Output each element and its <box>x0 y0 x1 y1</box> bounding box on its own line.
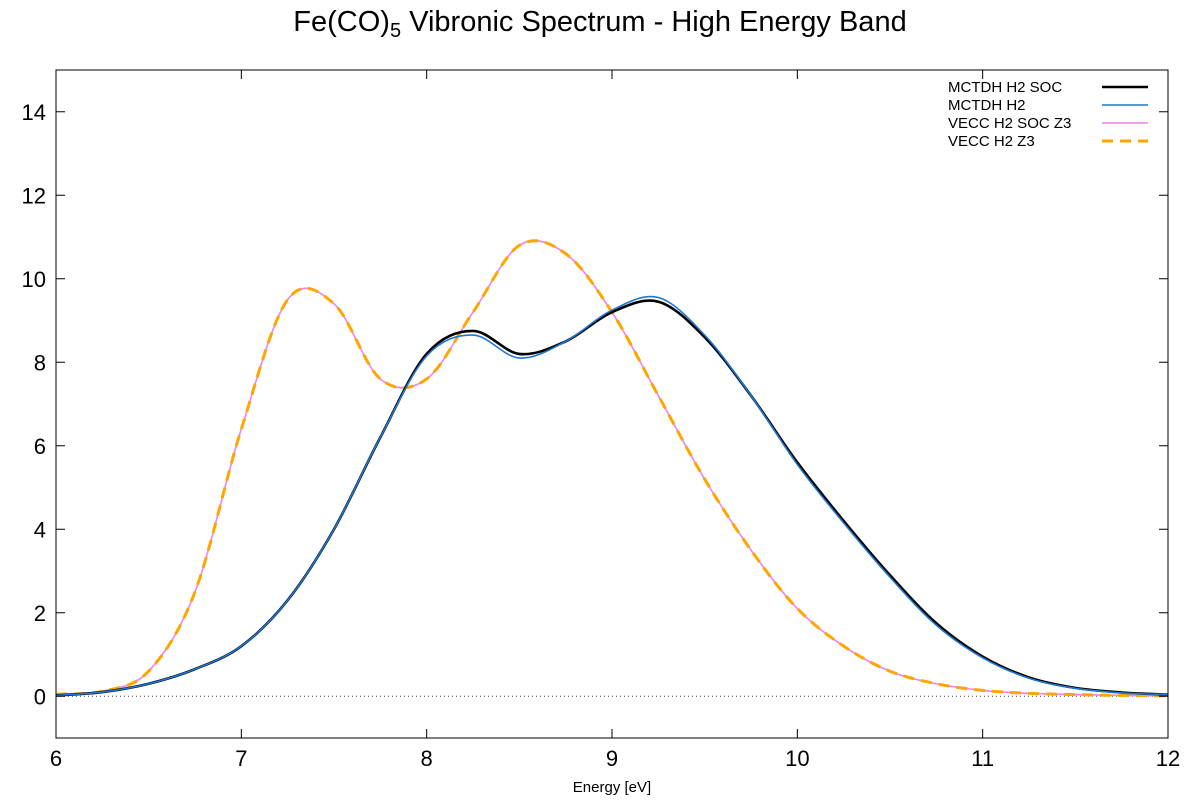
tick-label-layer: 6 7 8 9 10 11 12 0 2 4 6 8 10 12 14 <box>22 100 1181 771</box>
series-line-1 <box>55 295 1169 697</box>
y-tick-label: 4 <box>34 517 46 542</box>
legend-label: MCTDH H2 <box>948 97 1026 114</box>
x-tick-label: 12 <box>1156 746 1180 771</box>
tick-layer <box>55 70 1169 738</box>
series-line-2 <box>55 239 1169 697</box>
x-tick-label: 8 <box>421 746 433 771</box>
y-tick-label: 8 <box>34 350 46 375</box>
x-tick-label: 10 <box>785 746 809 771</box>
x-tick-label: 7 <box>235 746 247 771</box>
series-line-3 <box>55 239 1169 698</box>
x-tick-label: 11 <box>971 746 994 771</box>
y-tick-label: 14 <box>22 100 46 125</box>
legend-label: VECC H2 Z3 <box>948 133 1035 150</box>
chart-title-main: Fe(CO) <box>293 6 390 38</box>
y-tick-label: 6 <box>34 434 46 459</box>
plot-frame <box>55 69 1169 739</box>
x-axis-label: Energy [eV] <box>573 779 651 796</box>
series-layer <box>55 239 1169 698</box>
legend-label: VECC H2 SOC Z3 <box>948 115 1071 132</box>
y-tick-label: 0 <box>34 684 46 709</box>
legend-label: MCTDH H2 SOC <box>948 79 1062 96</box>
y-tick-label: 10 <box>22 267 46 292</box>
chart-title-rest: Vibronic Spectrum - High Energy Band <box>401 6 907 38</box>
y-tick-label: 2 <box>34 601 46 626</box>
y-tick-label: 12 <box>22 183 46 208</box>
x-tick-label: 6 <box>50 746 62 771</box>
x-tick-label: 9 <box>606 746 618 771</box>
chart-title-subscript: 5 <box>389 20 402 42</box>
chart-title: Fe(CO)5 Vibronic Spectrum - High Energy … <box>0 6 1200 42</box>
